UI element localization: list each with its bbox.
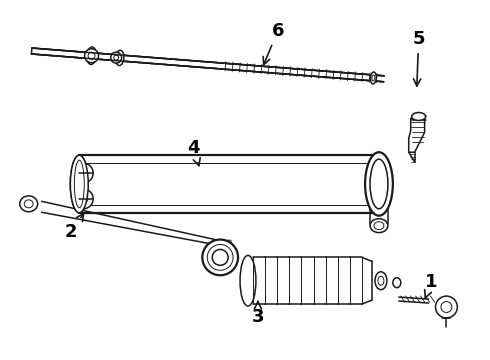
Text: 3: 3 bbox=[252, 302, 264, 326]
Ellipse shape bbox=[202, 239, 238, 275]
Text: 6: 6 bbox=[263, 22, 284, 64]
Ellipse shape bbox=[71, 155, 88, 213]
Ellipse shape bbox=[365, 152, 393, 216]
Ellipse shape bbox=[116, 50, 124, 66]
Ellipse shape bbox=[370, 219, 388, 233]
Ellipse shape bbox=[436, 296, 457, 318]
Text: 5: 5 bbox=[413, 30, 425, 86]
Ellipse shape bbox=[370, 72, 376, 84]
Ellipse shape bbox=[74, 163, 93, 183]
Ellipse shape bbox=[20, 196, 38, 212]
Ellipse shape bbox=[240, 255, 256, 306]
Ellipse shape bbox=[71, 155, 88, 213]
Text: 4: 4 bbox=[187, 139, 200, 166]
Ellipse shape bbox=[85, 49, 98, 63]
Text: 2: 2 bbox=[65, 213, 84, 240]
Ellipse shape bbox=[212, 249, 228, 265]
Ellipse shape bbox=[393, 278, 401, 288]
Ellipse shape bbox=[87, 47, 97, 64]
Ellipse shape bbox=[111, 52, 122, 63]
Ellipse shape bbox=[74, 189, 93, 209]
Ellipse shape bbox=[412, 113, 426, 121]
Text: 1: 1 bbox=[425, 273, 438, 298]
Ellipse shape bbox=[375, 272, 387, 290]
